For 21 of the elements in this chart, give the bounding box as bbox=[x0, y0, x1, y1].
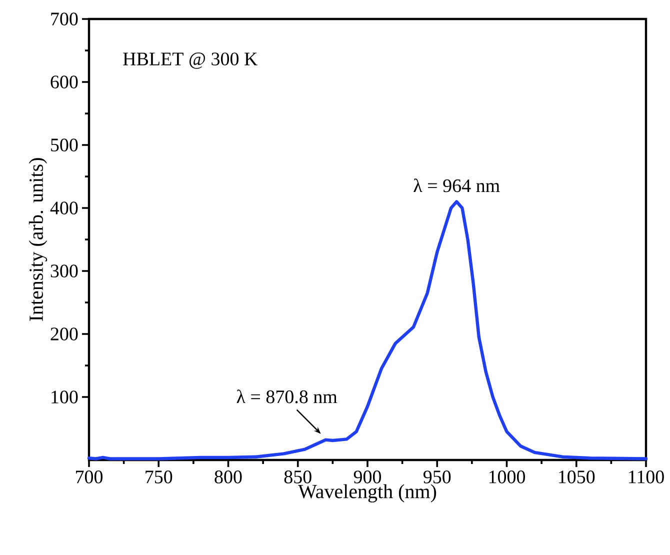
x-tick-label: 800 bbox=[214, 470, 242, 484]
x-tick-label: 1050 bbox=[559, 470, 595, 484]
x-tick-label: 1000 bbox=[489, 470, 526, 484]
y-tick-label: 300 bbox=[50, 264, 78, 278]
x-tick-label: 750 bbox=[146, 470, 172, 484]
annotation: λ = 964 nm bbox=[414, 178, 500, 192]
x-tick-label: 900 bbox=[354, 470, 382, 484]
y-tick-label: 600 bbox=[50, 76, 78, 88]
y-tick-label: 700 bbox=[51, 12, 78, 26]
y-axis-title: Intensity (arb. units) bbox=[28, 158, 48, 321]
x-tick-label: 700 bbox=[76, 470, 103, 484]
x-tick-label: 950 bbox=[423, 470, 451, 484]
x-axis-title: Wavelength (nm) bbox=[298, 484, 436, 502]
x-tick-label: 1100 bbox=[629, 470, 664, 484]
annotation: HBLET @ 300 K bbox=[123, 52, 258, 69]
annotation: λ = 870.8 nm bbox=[236, 390, 338, 404]
y-tick-label: 400 bbox=[50, 202, 78, 214]
y-tick-label: 100 bbox=[52, 390, 78, 404]
y-tick-label: 200 bbox=[50, 328, 78, 340]
x-tick-label: 850 bbox=[284, 470, 312, 484]
y-tick-label: 500 bbox=[51, 138, 78, 152]
